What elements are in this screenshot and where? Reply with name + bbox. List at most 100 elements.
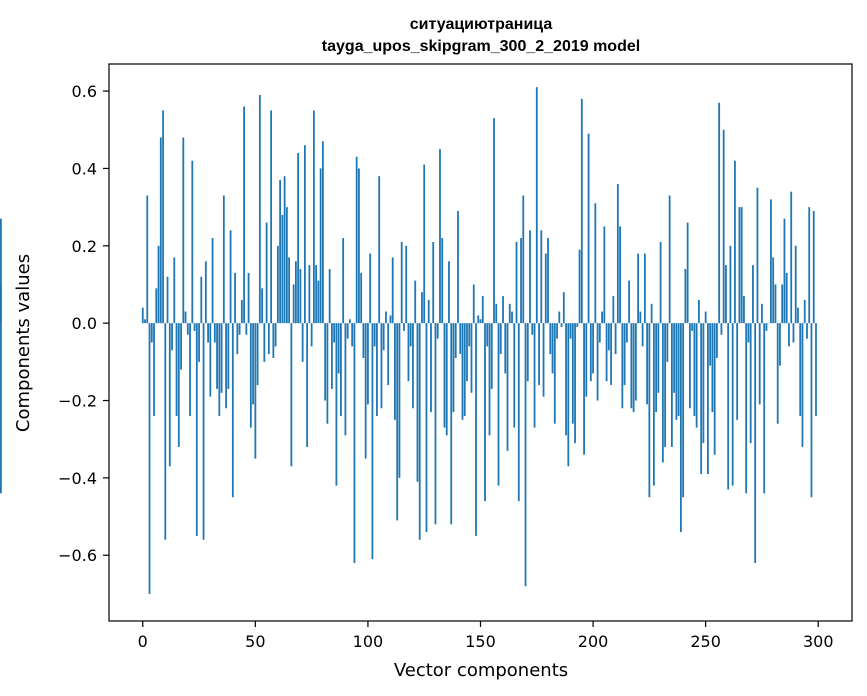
bar-111 <box>391 257 394 324</box>
bar-185 <box>558 311 561 324</box>
bar-193 <box>576 323 579 328</box>
bar-127 <box>427 299 430 324</box>
bar-122 <box>416 323 419 482</box>
bar-241 <box>684 269 687 324</box>
bar-173 <box>531 323 534 335</box>
bar-80 <box>321 141 324 324</box>
bar-18 <box>182 137 185 324</box>
bar-260 <box>727 323 730 490</box>
bar-92 <box>349 319 351 324</box>
bar-288 <box>790 191 793 324</box>
bar-177 <box>540 230 543 324</box>
bar-153 <box>486 323 489 347</box>
bar-35 <box>220 323 223 393</box>
bar-1 <box>144 319 146 324</box>
bar-9 <box>162 110 164 324</box>
bar-245 <box>693 323 696 416</box>
bar-256 <box>718 102 721 324</box>
bar-47 <box>247 272 250 324</box>
bar-273 <box>756 187 759 324</box>
bar-0 <box>141 307 144 324</box>
bar-157 <box>495 303 498 324</box>
bar-277 <box>765 323 768 331</box>
bar-176 <box>538 323 540 386</box>
bar-230 <box>659 241 662 324</box>
bar-258 <box>722 129 725 324</box>
bar-51 <box>256 323 259 386</box>
bar-54 <box>263 323 266 362</box>
bar-204 <box>601 311 603 324</box>
bar-236 <box>673 323 676 393</box>
bar-131 <box>436 323 439 339</box>
bar-19 <box>184 311 187 324</box>
bar-98 <box>362 323 365 358</box>
bar-242 <box>686 222 689 324</box>
bar-296 <box>808 207 811 324</box>
bar-36 <box>222 195 225 324</box>
bar-12 <box>168 323 171 467</box>
bar-192 <box>574 323 576 444</box>
bar-283 <box>779 323 781 366</box>
bar-112 <box>394 323 396 420</box>
bar-123 <box>418 323 421 540</box>
bar-160 <box>502 296 504 324</box>
bar-121 <box>414 280 417 324</box>
bar-66 <box>290 323 293 467</box>
bar-263 <box>734 160 736 324</box>
bar-144 <box>466 323 468 382</box>
bar-21 <box>189 323 191 416</box>
bar-78 <box>317 280 320 324</box>
y-tick-label: 0.4 <box>72 159 97 178</box>
bar-281 <box>774 284 777 324</box>
bar-89 <box>342 238 345 324</box>
bar-174 <box>533 323 536 428</box>
bar-124 <box>421 292 423 324</box>
bar-286 <box>785 272 788 324</box>
x-tick-label: 150 <box>465 632 496 651</box>
bar-50 <box>254 323 257 459</box>
bar-83 <box>328 269 331 324</box>
bar-16 <box>177 323 180 447</box>
bar-219 <box>634 323 637 401</box>
y-tick-label: −0.4 <box>58 469 97 488</box>
bar-279 <box>770 199 772 324</box>
bar-166 <box>515 241 518 324</box>
bar-32 <box>213 323 216 343</box>
bar-244 <box>691 323 694 331</box>
bar-196 <box>583 323 585 455</box>
bar-82 <box>326 323 329 424</box>
bar-114 <box>398 323 401 478</box>
x-axis-ticks: 0 50 100 150 200 250 300 <box>138 621 834 651</box>
bar-226 <box>650 303 653 324</box>
bar-74 <box>308 265 311 324</box>
bar-298 <box>812 210 815 324</box>
bar-163 <box>508 303 511 324</box>
bar-162 <box>506 323 509 451</box>
bar-67 <box>292 284 295 324</box>
bar-275 <box>761 303 763 324</box>
bar-202 <box>596 323 599 401</box>
bar-209 <box>612 296 615 324</box>
bar-198 <box>587 133 590 324</box>
bar-167 <box>517 323 520 502</box>
bar-291 <box>797 307 799 324</box>
bar-34 <box>218 323 221 416</box>
bar-225 <box>648 323 651 498</box>
bar-17 <box>180 323 182 370</box>
bar-38 <box>227 323 230 389</box>
bar-191 <box>571 323 574 424</box>
bar-116 <box>403 323 405 331</box>
bar-243 <box>688 323 691 409</box>
bar-251 <box>707 323 709 475</box>
bar-46 <box>245 323 248 335</box>
bar-183 <box>553 323 556 424</box>
bar-90 <box>344 323 347 436</box>
bar-61 <box>279 180 282 324</box>
bar-141 <box>459 323 462 355</box>
bar-237 <box>675 323 678 420</box>
bar-138 <box>452 323 455 413</box>
bar-143 <box>463 323 466 416</box>
bar-94 <box>353 323 356 563</box>
bar-64 <box>285 207 288 324</box>
bar-31 <box>211 238 214 324</box>
